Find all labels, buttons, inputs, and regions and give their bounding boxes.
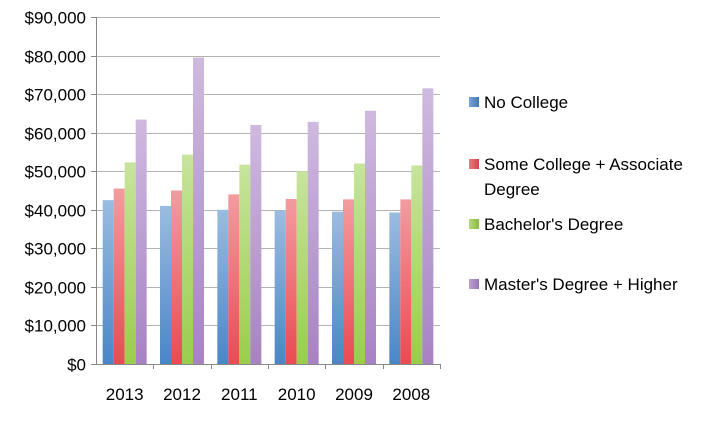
bar — [239, 164, 251, 364]
y-tick-label: $70,000 — [25, 86, 86, 105]
legend-label: No College — [484, 93, 568, 112]
y-tick-label: $10,000 — [25, 317, 86, 336]
bar — [124, 162, 136, 364]
gridlines — [96, 17, 440, 326]
bar — [389, 212, 401, 364]
bar — [296, 171, 308, 364]
bar — [307, 121, 319, 364]
bar — [217, 209, 229, 364]
bar — [411, 165, 423, 364]
bar — [160, 205, 171, 364]
y-tick-label: $90,000 — [25, 9, 86, 28]
x-tick-label: 2010 — [278, 385, 316, 404]
x-tick-label: 2013 — [106, 385, 144, 404]
bar — [171, 190, 182, 364]
bar — [422, 88, 434, 365]
bar — [228, 194, 240, 364]
bar — [250, 124, 262, 364]
y-tick-label: $30,000 — [25, 240, 86, 259]
bar — [285, 198, 297, 364]
bar — [400, 199, 412, 364]
legend-label: Bachelor's Degree — [484, 215, 623, 234]
axes: $0 $10,000 $20,000 $30,000 $40,000 $50,000 $60… — [25, 9, 441, 404]
bar — [102, 200, 114, 364]
legend-swatch — [469, 97, 479, 107]
bars — [102, 57, 434, 365]
y-tick-label: $50,000 — [25, 163, 86, 182]
x-tick-label: 2012 — [163, 385, 201, 404]
legend-label: Some College + Associate — [484, 155, 683, 174]
bar — [343, 199, 354, 364]
bar — [332, 211, 343, 364]
bar — [274, 210, 286, 364]
legend-swatch — [469, 279, 479, 289]
y-tick-label: $20,000 — [25, 279, 86, 298]
legend-label: Degree — [484, 180, 540, 199]
legend-label: Master's Degree + Higher — [484, 275, 678, 294]
x-tick-label: 2009 — [335, 385, 373, 404]
bar — [182, 154, 193, 364]
bar — [365, 110, 376, 364]
legend-swatch — [469, 219, 479, 229]
y-tick-label: $0 — [67, 356, 86, 375]
bar — [193, 57, 204, 364]
legend: No College Some College + Associate Degree… — [469, 93, 683, 294]
y-tick-label: $60,000 — [25, 125, 86, 144]
legend-swatch — [469, 159, 479, 169]
x-tick-label: 2011 — [221, 385, 258, 404]
x-tick-label: 2008 — [392, 385, 430, 404]
bar — [354, 163, 365, 364]
y-tick-label: $40,000 — [25, 202, 86, 221]
bar — [135, 119, 147, 365]
y-tick-label: $80,000 — [25, 48, 86, 67]
bar — [113, 188, 125, 364]
